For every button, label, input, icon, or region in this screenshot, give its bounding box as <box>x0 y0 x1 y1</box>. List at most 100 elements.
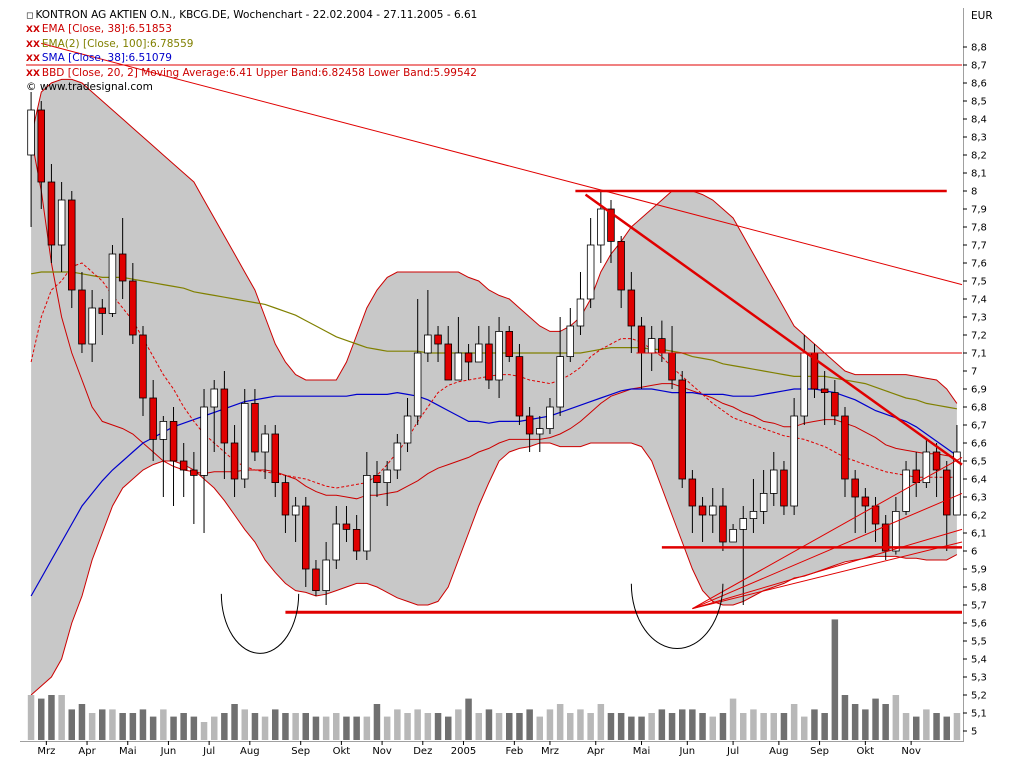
y-tick-label: 6,5 <box>971 457 987 468</box>
volume-bar <box>424 713 432 740</box>
x-tick-label: Apr <box>587 746 605 757</box>
candle-body <box>820 388 829 393</box>
volume-bar <box>801 716 808 740</box>
volume-bar <box>475 713 482 740</box>
y-tick-label: 8 <box>971 187 977 198</box>
volume-bar <box>607 713 615 740</box>
trend-line <box>692 456 963 610</box>
y-tick-label: 5 <box>971 727 977 738</box>
candle-body <box>424 334 432 354</box>
volume-bar <box>587 713 594 740</box>
y-tick-label: 8,7 <box>971 61 987 72</box>
candle-body <box>281 482 290 516</box>
volume-bar <box>943 716 950 740</box>
candle-body <box>129 280 137 336</box>
candle-body <box>444 343 452 381</box>
volume-bar <box>78 704 86 740</box>
arc-marker <box>220 593 300 654</box>
candle-body <box>291 505 300 516</box>
candle-body <box>739 518 748 530</box>
x-tick-label: Okt <box>857 746 875 757</box>
y-tick-label: 6,2 <box>971 511 987 522</box>
candle-body <box>485 343 493 381</box>
y-tick-label: 5,1 <box>971 709 987 720</box>
volume-bar <box>882 704 889 740</box>
chart-icon: ◻ <box>26 11 34 21</box>
volume-bar <box>546 709 554 740</box>
candle-body <box>525 415 534 435</box>
volume-bar <box>312 716 320 740</box>
volume-bar <box>740 713 747 740</box>
volume-bar <box>770 713 777 740</box>
volume-bar <box>506 713 513 740</box>
volume-bar <box>658 709 666 740</box>
y-tick-label: 8,3 <box>971 133 987 144</box>
volume-bar <box>221 713 228 740</box>
candle-body <box>912 469 921 484</box>
legend-sma38[interactable]: XX SMA [Close, 38]:6.51079 <box>26 52 477 66</box>
volume-bar <box>373 704 381 740</box>
y-tick-label: 5,3 <box>971 673 987 684</box>
volume-bar <box>200 722 208 740</box>
y-tick-label: 8,1 <box>971 169 987 180</box>
x-tick-label: Jul <box>726 746 739 757</box>
x-tick-label: Dez <box>413 746 432 757</box>
x-tick-label: Mai <box>119 746 137 757</box>
volume-bar <box>790 704 798 740</box>
legend-ema100[interactable]: XX EMA(2) [Close, 100]:6.78559 <box>26 38 477 52</box>
candle-body <box>261 433 269 453</box>
candle-body <box>383 469 391 484</box>
candle-body <box>627 289 636 327</box>
trend-line <box>585 194 953 458</box>
volume-bar <box>485 709 493 740</box>
candle-body <box>536 428 544 435</box>
volume-bar <box>913 716 920 740</box>
candle-body <box>515 356 524 417</box>
y-tick-label: 6,7 <box>971 421 987 432</box>
candle-body <box>576 298 585 327</box>
legend-bbd[interactable]: XX BBD [Close, 20, 2] Moving Average:6.41… <box>26 67 477 81</box>
x-tick-label: Nov <box>372 746 392 757</box>
volume-bar <box>495 713 503 740</box>
candle-body <box>922 451 931 484</box>
candle-body <box>332 523 340 561</box>
remove-indicator-icon[interactable]: XX <box>26 25 40 36</box>
remove-indicator-icon[interactable]: XX <box>26 68 40 79</box>
y-tick-label: 6 <box>971 547 977 558</box>
chart-title: KONTRON AG AKTIEN O.N., KBCG.DE, Wochenc… <box>35 9 478 21</box>
volume-bar <box>363 716 371 740</box>
volume-bar <box>414 709 421 740</box>
volume-bar <box>516 713 523 740</box>
y-tick-label: 7,9 <box>971 205 987 216</box>
y-tick-label: 7,2 <box>971 331 987 342</box>
candle-body <box>139 334 147 399</box>
candle-body <box>37 109 46 183</box>
y-tick-label: 5,6 <box>971 619 987 630</box>
volume-bar <box>862 709 869 740</box>
chart-legend: ◻ KONTRON AG AKTIEN O.N., KBCG.DE, Wochen… <box>26 9 477 94</box>
remove-indicator-icon[interactable]: XX <box>26 39 40 50</box>
watermark-row: © www.tradesignal.com <box>26 81 477 94</box>
candle-body <box>413 352 422 417</box>
candle-body <box>861 496 870 507</box>
candle-body <box>403 415 412 444</box>
x-tick-label: Jun <box>678 746 695 757</box>
trend-line <box>692 492 963 610</box>
y-tick-label: 7,5 <box>971 277 987 288</box>
volume-bar <box>139 709 147 740</box>
legend-ema38[interactable]: XX EMA [Close, 38]:6.51853 <box>26 23 477 37</box>
volume-bar <box>841 695 849 740</box>
y-tick-label: 7,6 <box>971 259 987 270</box>
y-tick-label: 7 <box>971 367 977 378</box>
candle-body <box>322 559 330 592</box>
remove-indicator-icon[interactable]: XX <box>26 54 40 65</box>
x-tick-label: Apr <box>78 746 96 757</box>
volume-bar <box>353 716 360 740</box>
candle-body <box>881 523 890 552</box>
candle-body <box>871 505 880 525</box>
volume-bar <box>129 713 137 740</box>
candle-body <box>658 338 666 354</box>
y-tick-label: 6,9 <box>971 385 987 396</box>
volume-bar <box>434 713 442 740</box>
